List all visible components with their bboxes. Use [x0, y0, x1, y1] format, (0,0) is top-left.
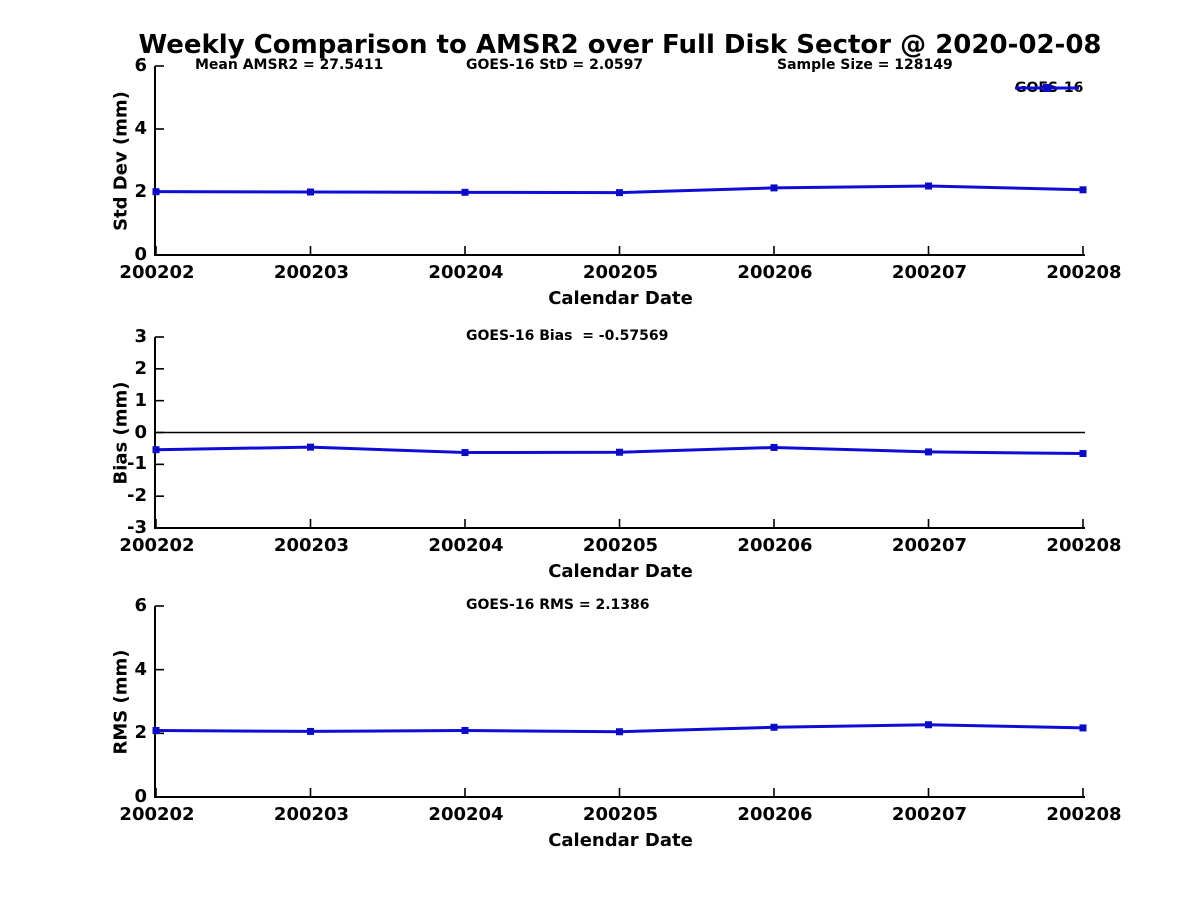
rms-plot	[152, 605, 1087, 798]
bias-y-tick-label: -3	[127, 517, 147, 538]
bias-marker	[925, 448, 932, 456]
bias-marker	[307, 443, 314, 451]
rms-x-tick-label: 200202	[119, 804, 195, 825]
bias-x-tick-label: 200208	[1046, 535, 1122, 556]
bias-y-tick-label: 1	[134, 389, 147, 411]
bias-plot	[152, 336, 1087, 529]
std-dev-y-tick-label: 0	[134, 244, 147, 265]
bias-marker	[152, 446, 160, 454]
std-dev-plot	[152, 65, 1087, 256]
std-dev-y-axis-label: Std Dev (mm)	[110, 90, 132, 231]
rms-y-tick-label: 0	[134, 786, 147, 807]
std-dev-x-tick-label: 200208	[1046, 262, 1122, 283]
rms-x-tick-label: 200208	[1046, 804, 1122, 825]
rms-y-tick-label: 4	[134, 658, 147, 680]
rms-marker	[770, 723, 778, 731]
rms-marker	[925, 721, 932, 729]
std-dev-marker	[770, 184, 778, 192]
rms-y-tick-label: 2	[134, 722, 147, 744]
rms-x-tick-label: 200206	[737, 804, 813, 825]
bias-y-tick-label: -1	[127, 453, 147, 475]
rms-y-tick-label: 6	[134, 595, 147, 616]
std-dev-x-tick-label: 200206	[737, 262, 813, 283]
std-dev-x-tick-label: 200203	[273, 262, 350, 283]
bias-x-axis-label: Calendar Date	[548, 561, 693, 582]
bias-y-tick-label: -2	[127, 485, 147, 507]
bias-x-tick-label: 200205	[582, 535, 659, 556]
std-dev-annotation: Sample Size = 128149	[777, 57, 953, 73]
rms-x-tick-label: 200207	[891, 804, 968, 825]
rms-x-tick-label: 200205	[582, 804, 659, 825]
std-dev-marker	[307, 188, 314, 196]
rms-annotation: GOES-16 RMS = 2.1386	[466, 597, 650, 613]
bias-x-tick-label: 200207	[891, 535, 968, 556]
std-dev-marker	[616, 189, 623, 197]
rms-y-axis-label: RMS (mm)	[110, 649, 132, 754]
rms-x-tick-label: 200204	[428, 804, 504, 825]
bias-x-tick-label: 200203	[273, 535, 350, 556]
bias-y-tick-label: 0	[134, 421, 147, 443]
bias-x-tick-label: 200206	[737, 535, 813, 556]
std-dev-x-tick-label: 200207	[891, 262, 968, 283]
std-dev-x-axis-label: Calendar Date	[548, 288, 693, 309]
std-dev-x-tick-label: 200202	[119, 262, 195, 283]
std-dev-y-tick-label: 6	[134, 55, 147, 76]
bias-marker	[770, 443, 778, 451]
bias-y-tick-label: 3	[134, 326, 147, 347]
std-dev-marker	[152, 188, 160, 196]
std-dev-marker	[925, 182, 932, 190]
rms-marker	[461, 726, 469, 734]
figure-title: Weekly Comparison to AMSR2 over Full Dis…	[138, 30, 1102, 60]
std-dev-annotation: Mean AMSR2 = 27.5411	[195, 57, 384, 73]
bias-marker	[1079, 450, 1087, 458]
bias-x-tick-label: 200204	[428, 535, 504, 556]
rms-marker	[152, 726, 160, 734]
std-dev-marker	[461, 188, 469, 196]
rms-marker	[616, 728, 623, 736]
bias-x-tick-label: 200202	[119, 535, 195, 556]
std-dev-marker	[1079, 186, 1087, 194]
std-dev-x-tick-label: 200204	[428, 262, 504, 283]
std-dev-x-tick-label: 200205	[582, 262, 659, 283]
bias-marker	[461, 449, 469, 457]
legend-marker	[1015, 84, 1079, 92]
std-dev-y-tick-label: 4	[134, 118, 147, 139]
legend: GOES-16	[1015, 80, 1083, 96]
rms-x-axis-label: Calendar Date	[548, 830, 693, 851]
bias-marker	[616, 448, 623, 456]
bias-annotation: GOES-16 Bias = -0.57569	[466, 328, 669, 344]
rms-x-tick-label: 200203	[273, 804, 350, 825]
bias-y-axis-label: Bias (mm)	[110, 381, 132, 484]
bias-y-tick-label: 2	[134, 357, 147, 379]
std-dev-annotation: GOES-16 StD = 2.0597	[466, 57, 644, 73]
rms-marker	[1079, 724, 1087, 732]
rms-marker	[307, 727, 314, 735]
std-dev-y-tick-label: 2	[134, 181, 147, 202]
